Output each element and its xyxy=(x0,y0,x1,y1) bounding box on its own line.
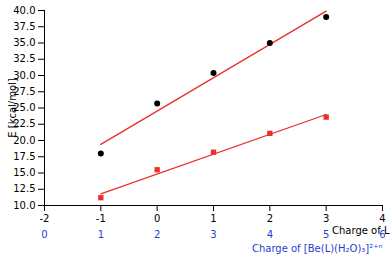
svg-text:30.0: 30.0 xyxy=(13,69,36,81)
svg-text:1: 1 xyxy=(98,229,104,240)
svg-text:1: 1 xyxy=(210,213,216,224)
svg-text:25.0: 25.0 xyxy=(13,102,36,114)
svg-text:12.5: 12.5 xyxy=(13,183,35,194)
svg-text:5: 5 xyxy=(323,229,329,240)
svg-text:10.0: 10.0 xyxy=(13,200,35,211)
svg-text:35.0: 35.0 xyxy=(13,37,35,48)
svg-text:40.0: 40.0 xyxy=(13,5,35,16)
svg-text:0: 0 xyxy=(41,229,47,240)
svg-text:32.5: 32.5 xyxy=(13,53,35,64)
svg-text:20.0: 20.0 xyxy=(13,134,36,146)
svg-text:37.5: 37.5 xyxy=(13,21,35,32)
svg-text:3: 3 xyxy=(210,229,216,240)
svg-text:22.5: 22.5 xyxy=(13,118,36,130)
svg-text:15.0: 15.0 xyxy=(13,167,35,178)
svg-text:Charge of L: Charge of L xyxy=(332,224,390,236)
svg-text:-2: -2 xyxy=(40,213,50,224)
svg-text:Charge of [Be(L)(H₂O)₃]²⁺ⁿ: Charge of [Be(L)(H₂O)₃]²⁺ⁿ xyxy=(252,243,383,254)
svg-text:0: 0 xyxy=(154,213,160,224)
svg-text:3: 3 xyxy=(323,213,329,224)
svg-text:2: 2 xyxy=(154,229,160,240)
svg-text:4: 4 xyxy=(379,213,385,224)
svg-text:E [kcal/mol]: E [kcal/mol] xyxy=(7,78,18,138)
svg-text:-1: -1 xyxy=(96,213,106,224)
svg-text:17.5: 17.5 xyxy=(13,151,35,162)
svg-text:27.5: 27.5 xyxy=(13,85,36,97)
svg-text:4: 4 xyxy=(267,229,273,240)
svg-text:6: 6 xyxy=(379,229,385,240)
svg-text:2: 2 xyxy=(267,213,273,224)
